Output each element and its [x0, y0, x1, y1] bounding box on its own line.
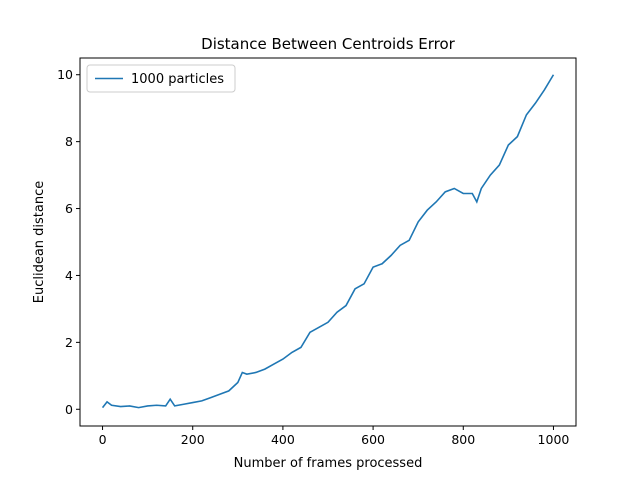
x-tick-label: 1000: [538, 432, 570, 447]
y-tick-label: 4: [65, 268, 73, 283]
data-line: [101, 74, 555, 409]
legend-label: 1000 particles: [131, 72, 224, 87]
x-tick-label: 0: [99, 432, 107, 447]
legend-box: [86, 64, 236, 93]
y-axis-label: Euclidean distance: [32, 181, 47, 304]
x-axis-label: Number of frames processed: [234, 456, 423, 471]
plot-frame: [79, 57, 577, 427]
y-tick-label: 2: [65, 335, 73, 350]
x-tick-label: 800: [451, 432, 475, 447]
x-tick-label: 200: [181, 432, 205, 447]
x-tick-label: 400: [271, 432, 295, 447]
y-tick-label: 8: [65, 134, 73, 149]
x-tick-label: 600: [361, 432, 385, 447]
y-tick-label: 10: [57, 67, 73, 82]
y-tick-label: 6: [65, 201, 73, 216]
chart-title: Distance Between Centroids Error: [201, 35, 456, 53]
y-tick-label: 0: [65, 402, 73, 417]
